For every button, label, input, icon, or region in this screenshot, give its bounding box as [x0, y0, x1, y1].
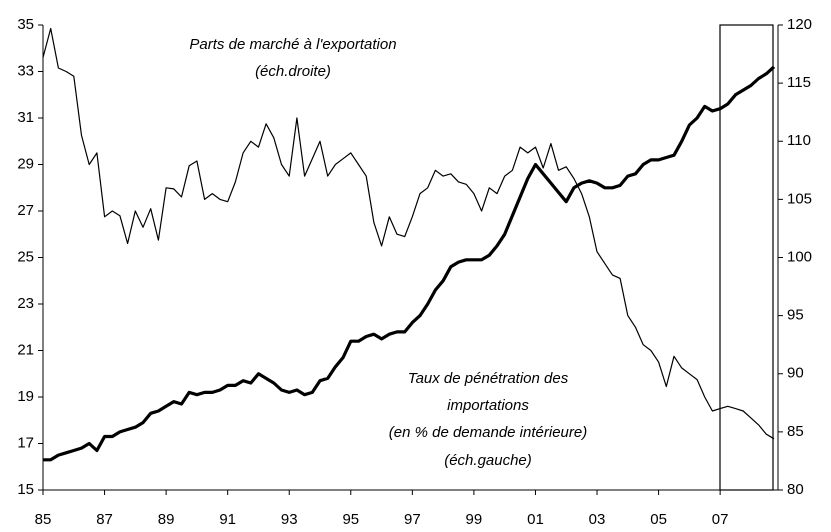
y-tick-label: 17	[17, 434, 34, 451]
y-tick-label: 25	[17, 248, 34, 265]
annotation: importations	[447, 397, 529, 414]
x-tick-label: 85	[35, 511, 52, 528]
y2-tick-label: 115	[787, 74, 811, 91]
x-tick-label: 01	[527, 511, 544, 528]
y2-tick-label: 100	[787, 248, 812, 265]
y2-tick-label: 95	[787, 307, 804, 324]
y2-tick-label: 120	[787, 16, 812, 33]
annotation: Parts de marché à l'exportation	[189, 36, 396, 53]
x-tick-label: 07	[712, 511, 729, 528]
y2-tick-label: 110	[787, 132, 811, 149]
annotation: (éch.droite)	[255, 63, 331, 80]
y-tick-label: 27	[17, 202, 34, 219]
annotation: Taux de pénétration des	[408, 370, 569, 387]
y2-tick-label: 90	[787, 365, 804, 382]
annotation: (en % de demande intérieure)	[389, 424, 587, 441]
y-tick-label: 21	[17, 341, 34, 358]
x-tick-label: 99	[466, 511, 483, 528]
x-tick-label: 91	[219, 511, 236, 528]
y-tick-label: 15	[17, 481, 34, 498]
annotation: (éch.gauche)	[444, 452, 532, 469]
x-tick-label: 05	[650, 511, 667, 528]
y2-tick-label: 85	[787, 423, 804, 440]
series-line	[43, 65, 776, 462]
y2-tick-label: 105	[787, 190, 812, 207]
y2-tick-label: 80	[787, 481, 804, 498]
x-tick-label: 97	[404, 511, 421, 528]
y-tick-label: 29	[17, 155, 34, 172]
x-tick-label: 87	[96, 511, 113, 528]
x-tick-label: 93	[281, 511, 298, 528]
forecast-box	[719, 24, 774, 491]
y-tick-label: 19	[17, 388, 34, 405]
y-tick-label: 31	[17, 109, 34, 126]
series-line	[42, 27, 775, 440]
y-tick-label: 23	[17, 295, 34, 312]
y-tick-label: 35	[17, 16, 34, 33]
x-tick-label: 95	[342, 511, 359, 528]
x-tick-label: 03	[589, 511, 606, 528]
y-tick-label: 33	[17, 62, 34, 79]
x-tick-label: 89	[158, 511, 175, 528]
